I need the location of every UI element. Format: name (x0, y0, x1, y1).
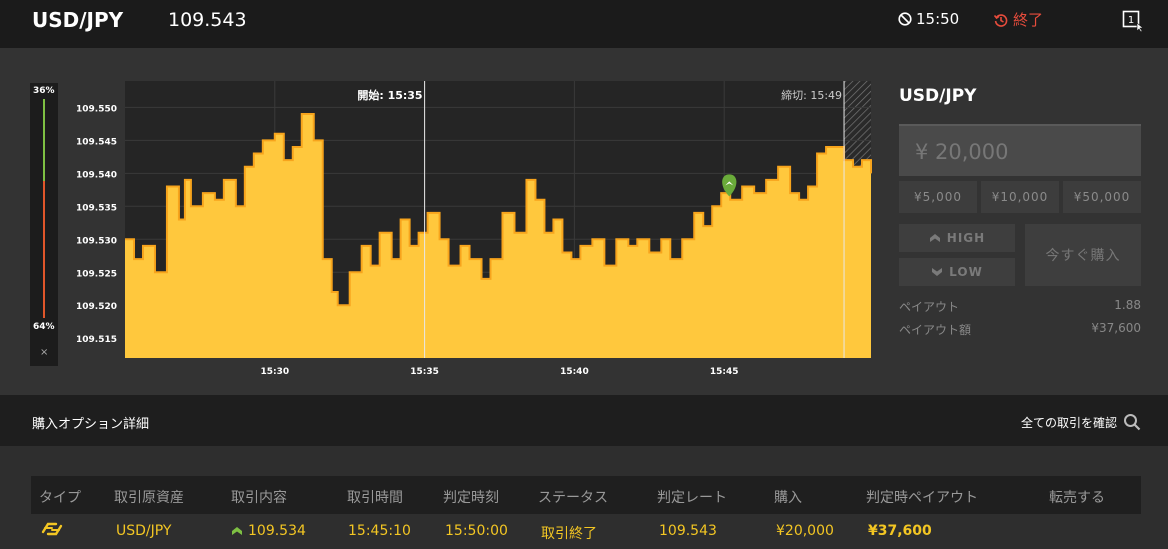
high-button[interactable]: HIGH (899, 224, 1015, 252)
payout-value: 1.88 (1114, 298, 1141, 312)
amount-chip-5000[interactable]: ¥5,000 (899, 181, 977, 213)
high-arrow-icon (232, 527, 242, 535)
low-arrow-icon (932, 268, 943, 276)
search-icon (1124, 414, 1141, 431)
high-bar (43, 99, 45, 181)
expiry-clock: 15:50 (898, 10, 959, 28)
asset-pair: USD/JPY (32, 8, 124, 32)
x-tick-label: 15:40 (560, 367, 589, 377)
y-tick-label: 109.525 (76, 269, 117, 279)
col-judge-time: 判定時刻 (443, 490, 499, 506)
payout-amount-row: ペイアウト額 ¥37,600 (899, 321, 1141, 338)
col-trade-time: 取引時間 (347, 490, 403, 506)
window-number: 1 (1128, 15, 1134, 26)
row-purchase: ¥20,000 (776, 523, 834, 539)
window-icon: 1 (1122, 10, 1144, 33)
marker-pin (722, 174, 737, 197)
expiry-time: 15:50 (916, 10, 960, 28)
payout-amount-label: ペイアウト額 (899, 323, 972, 337)
col-asset: 取引原資産 (114, 490, 184, 506)
single-window-button[interactable]: 1 (1122, 10, 1144, 33)
top-bar: USD/JPY 109.543 15:50 終了 1 (0, 0, 1168, 48)
high-percent: 36% (33, 86, 55, 96)
y-tick-label: 109.520 (76, 302, 117, 312)
amount-input[interactable]: ¥ 20,000 (899, 124, 1141, 176)
col-status: ステータス (538, 490, 608, 506)
close-icon[interactable]: × (40, 347, 49, 358)
low-percent: 64% (33, 322, 55, 332)
row-judge-rate: 109.543 (659, 523, 717, 539)
side-asset-pair: USD/JPY (899, 86, 977, 106)
y-tick-label: 109.515 (76, 335, 117, 345)
details-title: 購入オプション詳細 (32, 417, 150, 432)
y-tick-label: 109.545 (76, 137, 117, 147)
payout-label: ペイアウト (899, 300, 960, 314)
row-judge-time: 15:50:00 (445, 523, 508, 539)
amount-chip-50000[interactable]: ¥50,000 (1063, 181, 1141, 213)
ended-status: 終了 (993, 9, 1043, 30)
y-tick-label: 109.530 (76, 236, 117, 246)
low-button[interactable]: LOW (899, 258, 1015, 286)
col-purchase: 購入 (774, 490, 802, 506)
row-status: 取引終了 (541, 526, 597, 542)
col-payout: 判定時ペイアウト (866, 490, 978, 506)
low-label: LOW (949, 265, 983, 279)
price-line (125, 112, 872, 307)
table-header (31, 476, 1141, 514)
y-tick-label: 109.550 (76, 104, 117, 114)
history-icon (993, 13, 1008, 27)
price-area (125, 113, 871, 358)
no-entry-icon (898, 12, 912, 26)
details-bar: 購入オプション詳細 全ての取引を確認 (0, 395, 1168, 446)
marker-arrow-icon (725, 181, 734, 186)
x-tick-label: 15:45 (710, 367, 739, 377)
payout-amount-value: ¥37,600 (1091, 321, 1141, 335)
low-bar (43, 181, 45, 318)
ended-label: 終了 (1013, 11, 1044, 29)
row-trade-time: 15:45:10 (348, 523, 411, 539)
price-chart: 開始: 15:35 締切: 15:49 109.550 109.545 109.54… (76, 81, 872, 377)
col-judge-rate: 判定レート (657, 490, 727, 506)
high-arrow-icon (929, 234, 940, 242)
row-payout: ¥37,600 (868, 523, 932, 539)
buy-now-button[interactable]: 今すぐ購入 (1025, 224, 1141, 286)
row-asset: USD/JPY (116, 523, 172, 539)
amount-chip-10000[interactable]: ¥10,000 (981, 181, 1059, 213)
x-tick-label: 15:30 (260, 367, 289, 377)
option-type-icon (41, 522, 63, 536)
col-type: タイプ (39, 490, 81, 506)
col-resell: 転売する (1049, 490, 1105, 506)
current-price: 109.543 (168, 9, 247, 31)
sentiment-gauge: 36% 64% × (30, 83, 58, 366)
start-label: 開始: 15:35 (357, 88, 422, 102)
y-tick-label: 109.535 (76, 203, 117, 213)
y-tick-label: 109.540 (76, 170, 117, 180)
all-trades-link[interactable]: 全ての取引を確認 (1021, 413, 1141, 431)
col-direction: 取引内容 (231, 490, 287, 506)
payout-row: ペイアウト 1.88 (899, 298, 1141, 315)
x-tick-label: 15:35 (410, 367, 439, 377)
entry-marker (722, 174, 737, 197)
end-label: 締切: 15:49 (781, 88, 842, 102)
row-direction-value: 109.534 (248, 523, 306, 539)
row-direction: 109.534 (231, 523, 306, 539)
all-trades-label: 全ての取引を確認 (1021, 415, 1118, 430)
high-label: HIGH (946, 231, 986, 245)
